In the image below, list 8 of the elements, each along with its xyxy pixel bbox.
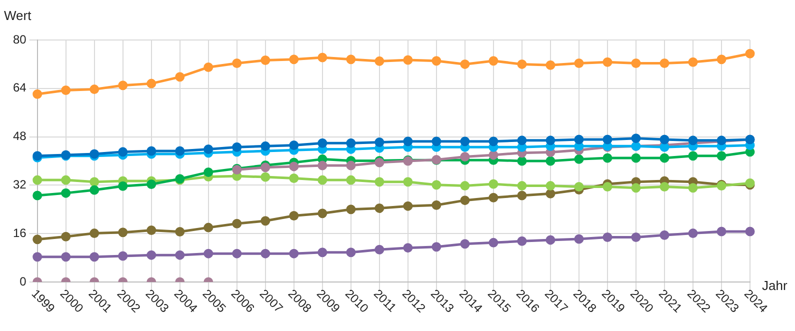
y-tick-label: 0 — [20, 274, 27, 288]
y-tick-label: 64 — [12, 80, 27, 95]
y-tick-label: 32 — [12, 178, 27, 192]
y-tick-label: 16 — [12, 226, 27, 240]
y-tick-label: 80 — [12, 32, 27, 46]
x-axis-title: Jahr — [762, 278, 788, 293]
y-axis-title: Wert — [4, 8, 32, 23]
y-tick-label: 48 — [12, 129, 27, 144]
